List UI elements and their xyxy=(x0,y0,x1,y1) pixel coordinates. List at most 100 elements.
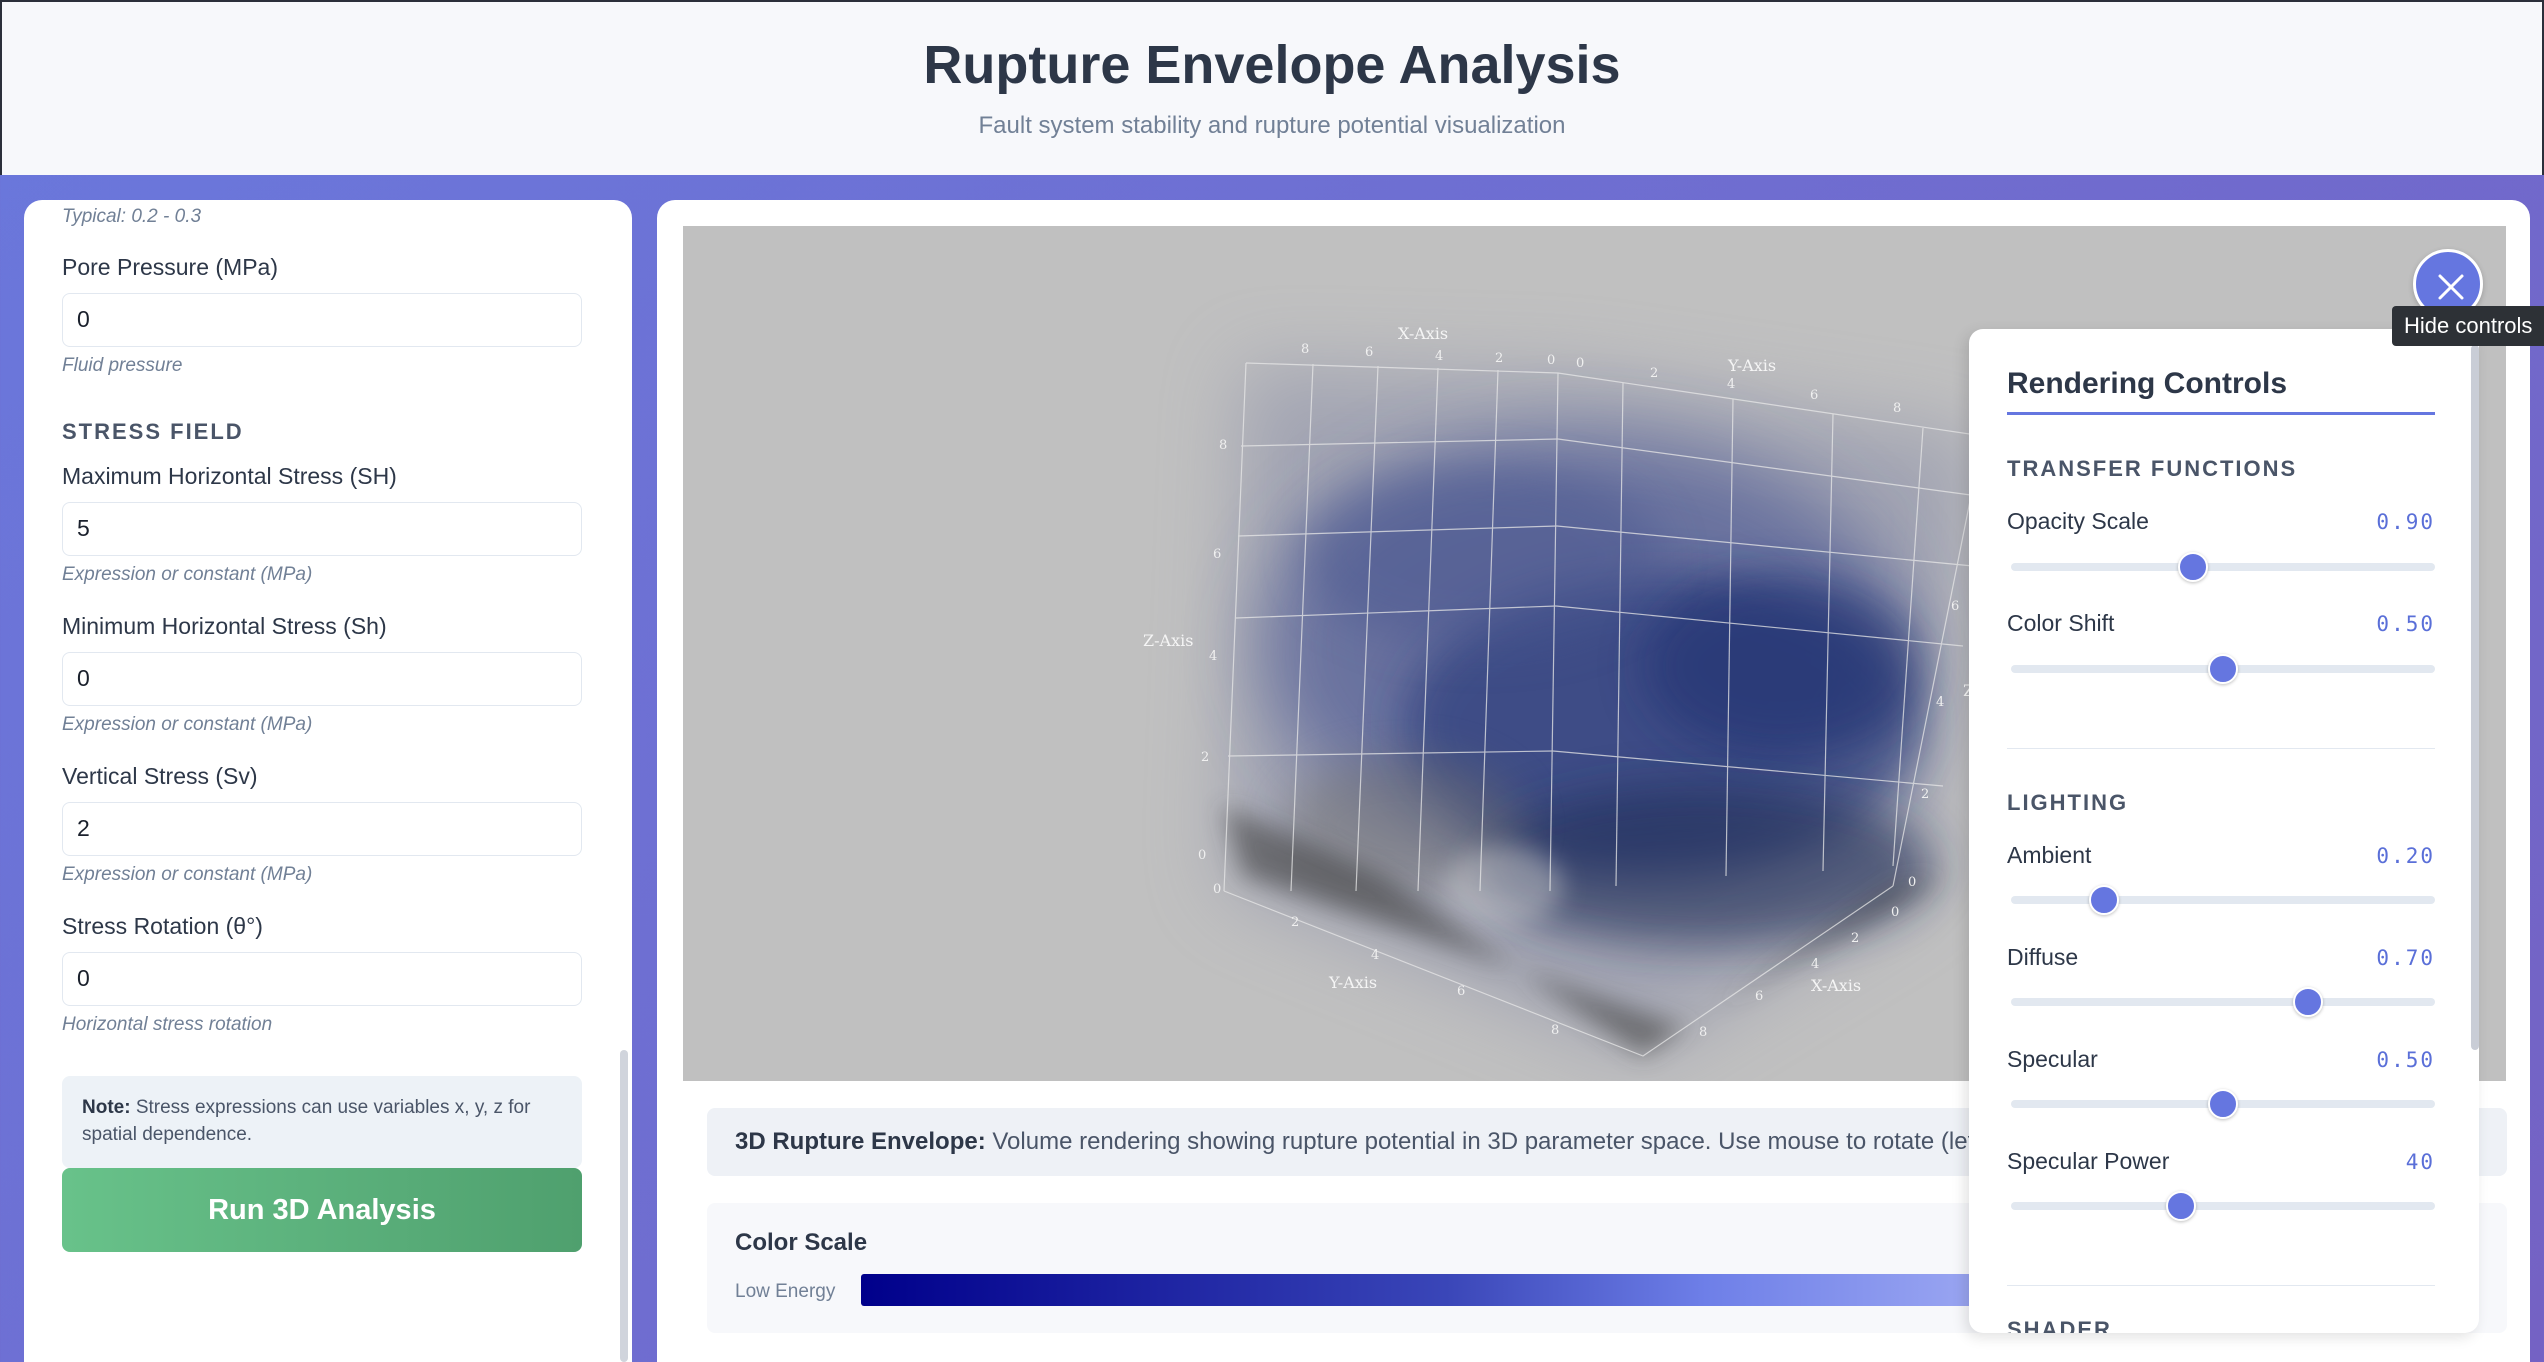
volume-cloud xyxy=(1223,366,1983,1056)
tick: 0 xyxy=(1547,353,1555,368)
stress-field-heading: STRESS FIELD xyxy=(62,419,244,444)
x-axis-label-bottom: X-Axis xyxy=(1811,976,1861,995)
tick: 6 xyxy=(1457,984,1465,999)
tick: 0 xyxy=(1891,905,1899,920)
x-axis-label-top: X-Axis xyxy=(1398,324,1448,343)
app-header: Rupture Envelope Analysis Fault system s… xyxy=(0,0,2544,175)
pore-pressure-input[interactable]: 0 xyxy=(62,293,582,347)
note-text: Stress expressions can use variables x, … xyxy=(82,1097,531,1145)
diffuse-label: Diffuse xyxy=(2007,944,2079,970)
note-bold: Note: xyxy=(82,1097,131,1118)
controls-scrollbar[interactable] xyxy=(2471,345,2479,1050)
description-bold: 3D Rupture Envelope: xyxy=(735,1128,986,1155)
sv-input[interactable]: 2 xyxy=(62,802,582,856)
tick: 4 xyxy=(1727,377,1735,392)
tick: 2 xyxy=(1291,915,1299,930)
controls-divider xyxy=(2007,1285,2435,1286)
slider-thumb[interactable] xyxy=(2178,552,2209,582)
y-axis-label-top: Y-Axis xyxy=(1727,356,1776,375)
z-partial-label: Z xyxy=(1963,681,1974,700)
close-icon xyxy=(2438,274,2464,300)
transfer-functions-heading: TRANSFER FUNCTIONS xyxy=(2007,456,2298,481)
tick: 2 xyxy=(1921,787,1929,802)
tick: 0 xyxy=(1576,356,1584,371)
tick: 2 xyxy=(1650,366,1658,381)
tick: 4 xyxy=(1811,957,1819,972)
tick: 6 xyxy=(1365,345,1373,360)
controls-divider xyxy=(2007,748,2435,749)
slider-thumb[interactable] xyxy=(2208,654,2238,684)
controls-title-underline xyxy=(2007,412,2435,415)
color-shift-value: 0.50 xyxy=(2376,612,2435,636)
sh-max-label: Maximum Horizontal Stress (SH) xyxy=(62,463,397,489)
parameters-panel[interactable]: Typical: 0.2 - 0.3 Pore Pressure (MPa) 0… xyxy=(24,200,632,1362)
page-subtitle: Fault system stability and rupture poten… xyxy=(978,112,1566,139)
slider-thumb[interactable] xyxy=(2208,1089,2238,1119)
sh-max-hint: Expression or constant (MPa) xyxy=(62,564,313,585)
axis-ticks: 8 6 4 2 0 0 2 4 6 8 0 2 4 6 8 0 2 4 xyxy=(1198,342,1959,1040)
y-axis-label-bottom: Y-Axis xyxy=(1328,973,1377,992)
specular-label: Specular xyxy=(2007,1046,2098,1072)
pore-pressure-hint: Fluid pressure xyxy=(62,355,183,376)
tick: 8 xyxy=(1301,342,1309,357)
ambient-label: Ambient xyxy=(2007,842,2092,868)
axis-labels: X-Axis Y-Axis Z-Axis Y-Axis X-Axis Z xyxy=(1143,324,1974,995)
sh-min-hint: Expression or constant (MPa) xyxy=(62,714,313,735)
tick: 0 xyxy=(1198,848,1206,863)
sv-label: Vertical Stress (Sv) xyxy=(62,763,258,789)
slider-thumb[interactable] xyxy=(2089,885,2120,915)
specular-value: 0.50 xyxy=(2376,1048,2435,1072)
tick: 6 xyxy=(1810,388,1818,403)
sh-max-input[interactable]: 5 xyxy=(62,502,582,556)
low-energy-label: Low Energy xyxy=(735,1281,836,1302)
tick: 8 xyxy=(1219,438,1227,453)
tick: 0 xyxy=(1908,875,1916,890)
opacity-scale-label: Opacity Scale xyxy=(2007,508,2149,534)
slider-thumb[interactable] xyxy=(2292,987,2323,1017)
lighting-heading: LIGHTING xyxy=(2007,790,2129,815)
shader-heading: SHADER xyxy=(2007,1317,2112,1333)
pore-pressure-label: Pore Pressure (MPa) xyxy=(62,254,279,280)
diffuse-slider[interactable] xyxy=(2011,998,2435,1006)
color-shift-label: Color Shift xyxy=(2007,610,2115,636)
specular-power-label: Specular Power xyxy=(2007,1148,2170,1174)
axis-grid xyxy=(1223,362,1984,1057)
rendering-controls-panel[interactable]: Rendering Controls TRANSFER FUNCTIONS Op… xyxy=(1969,329,2479,1333)
tick: 4 xyxy=(1936,695,1944,710)
stress-note: Note: Stress expressions can use variabl… xyxy=(62,1076,582,1168)
tick: 4 xyxy=(1209,649,1217,664)
rotation-label: Stress Rotation (θ°) xyxy=(62,913,263,939)
volume-render: X-Axis Y-Axis Z-Axis Y-Axis X-Axis Z 8 6… xyxy=(1143,324,1984,1057)
tick: 0 xyxy=(1213,882,1221,897)
description-text: Volume rendering showing rupture potenti… xyxy=(985,1128,2016,1155)
z-axis-label: Z-Axis xyxy=(1143,631,1193,650)
run-analysis-button[interactable]: Run 3D Analysis xyxy=(62,1168,582,1252)
tick: 4 xyxy=(1435,349,1443,364)
tick: 2 xyxy=(1495,351,1503,366)
tick: 8 xyxy=(1699,1025,1707,1040)
specular-power-value: 40 xyxy=(2405,1150,2435,1174)
tick: 2 xyxy=(1201,750,1209,765)
color-scale-bar xyxy=(861,1274,2161,1306)
tick: 6 xyxy=(1755,989,1763,1004)
opacity-scale-value: 0.90 xyxy=(2376,510,2435,534)
friction-hint: Typical: 0.2 - 0.3 xyxy=(62,206,202,227)
hide-controls-tooltip: Hide controls xyxy=(2392,306,2544,346)
tick: 8 xyxy=(1893,401,1901,416)
tick: 6 xyxy=(1951,599,1959,614)
tick: 6 xyxy=(1213,547,1221,562)
opacity-scale-slider[interactable] xyxy=(2011,563,2435,571)
tick: 2 xyxy=(1851,931,1859,946)
diffuse-value: 0.70 xyxy=(2376,946,2435,970)
left-panel-scrollbar[interactable] xyxy=(620,1050,628,1362)
slider-thumb[interactable] xyxy=(2165,1191,2196,1221)
rotation-hint: Horizontal stress rotation xyxy=(62,1014,273,1035)
sh-min-input[interactable]: 0 xyxy=(62,652,582,706)
tick: 8 xyxy=(1551,1023,1559,1038)
ambient-slider[interactable] xyxy=(2011,896,2435,904)
color-scale-title: Color Scale xyxy=(735,1229,868,1256)
specular-power-slider[interactable] xyxy=(2011,1202,2435,1210)
rotation-input[interactable]: 0 xyxy=(62,952,582,1006)
ambient-value: 0.20 xyxy=(2376,844,2435,868)
tick: 4 xyxy=(1371,948,1379,963)
